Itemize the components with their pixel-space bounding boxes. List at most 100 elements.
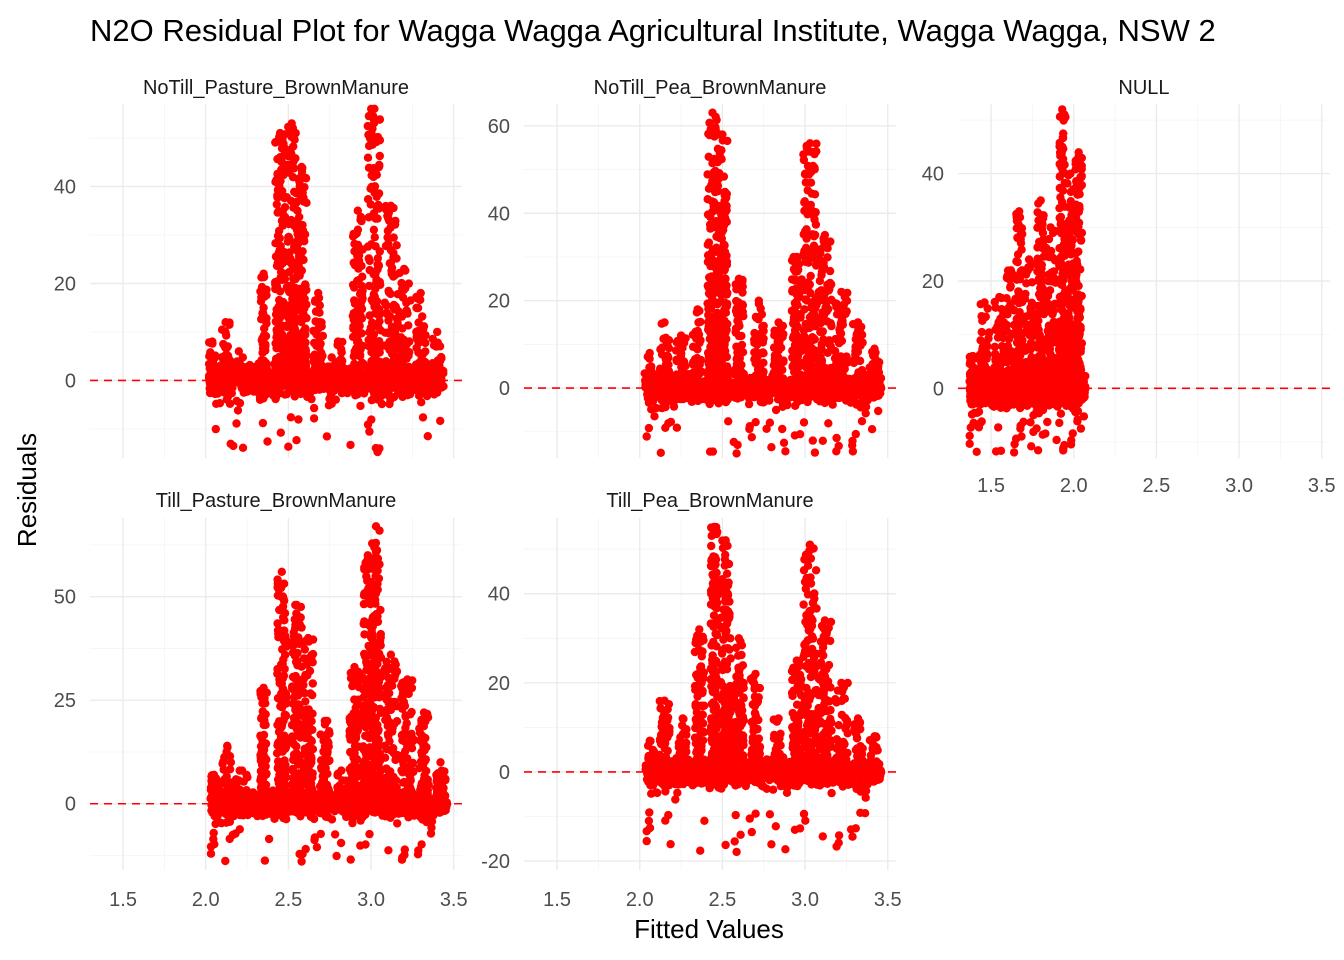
data-point [206, 376, 215, 385]
data-point [263, 437, 272, 446]
data-point [703, 170, 712, 179]
data-point [380, 298, 389, 307]
data-point [276, 428, 285, 437]
data-point [233, 406, 243, 415]
data-point [261, 373, 270, 382]
data-point [857, 417, 867, 426]
data-point [370, 233, 379, 242]
data-point [293, 206, 302, 215]
y-tick-label: 20 [922, 271, 944, 293]
data-point [433, 338, 442, 347]
data-point [721, 346, 730, 356]
data-point [806, 178, 816, 187]
data-point [732, 342, 741, 351]
data-point [261, 331, 271, 341]
data-point [819, 335, 828, 344]
data-point [694, 330, 704, 339]
data-point [778, 424, 787, 434]
data-point [357, 290, 367, 299]
data-point [994, 423, 1003, 432]
data-point [292, 353, 301, 362]
data-point [299, 289, 308, 298]
data-point [395, 340, 405, 350]
data-point [273, 328, 282, 338]
data-point [374, 162, 384, 172]
data-point [284, 343, 294, 353]
data-point [779, 357, 788, 367]
data-point [354, 275, 363, 285]
data-point [322, 432, 332, 441]
data-point [739, 383, 748, 392]
data-point [718, 130, 727, 139]
facet-strip-label: NoTill_Pasture_BrownManure [143, 77, 409, 99]
data-point [317, 348, 326, 357]
data-point [310, 351, 319, 360]
data-point [384, 339, 393, 348]
data-point [642, 432, 651, 441]
data-point [818, 327, 827, 336]
data-point [298, 363, 308, 372]
data-point [810, 190, 820, 199]
data-point [716, 154, 725, 163]
data-point [1009, 448, 1019, 457]
data-point [235, 398, 245, 408]
data-point [309, 414, 319, 423]
data-point [733, 394, 742, 403]
data-point [401, 284, 410, 293]
data-points [640, 108, 886, 458]
data-point [363, 420, 373, 429]
data-point [664, 360, 673, 369]
data-point [433, 327, 442, 337]
data-point [384, 239, 393, 249]
data-point [289, 163, 298, 172]
data-point [297, 254, 307, 263]
data-point [282, 193, 292, 202]
data-point [386, 201, 396, 210]
data-point [273, 193, 282, 202]
data-point [694, 318, 703, 327]
data-point [738, 301, 747, 310]
data-point [286, 413, 296, 422]
data-point [713, 186, 723, 196]
data-point [832, 310, 842, 319]
data-point [405, 337, 414, 346]
y-tick-label: 0 [499, 378, 510, 400]
data-point [831, 334, 840, 344]
data-point [293, 268, 302, 277]
data-point [284, 307, 293, 317]
data-point [754, 296, 763, 305]
data-point [713, 201, 722, 210]
data-point [370, 104, 379, 114]
data-point [803, 161, 813, 171]
data-point [738, 283, 747, 292]
x-tick-label: 2.5 [1142, 475, 1170, 497]
data-point [791, 401, 800, 410]
y-tick-label: 40 [488, 203, 510, 225]
data-point [285, 248, 294, 257]
y-tick-label: 0 [65, 370, 76, 392]
data-point [735, 310, 745, 320]
data-point [832, 433, 841, 443]
data-point [349, 258, 358, 267]
data-point [260, 290, 269, 299]
data-point [1052, 435, 1061, 445]
data-point [375, 151, 384, 161]
data-point [256, 366, 266, 375]
data-point [790, 342, 800, 351]
data-point [300, 349, 310, 358]
data-point [799, 332, 809, 341]
data-point [779, 438, 789, 447]
data-point [294, 232, 303, 241]
data-point [315, 308, 324, 317]
data-point [356, 401, 365, 411]
data-point [295, 177, 304, 186]
data-point [224, 366, 233, 376]
data-point [221, 318, 230, 327]
data-point [284, 268, 294, 277]
data-point [1056, 409, 1066, 418]
x-tick-label: 2.0 [1060, 475, 1088, 497]
data-point [283, 237, 293, 246]
data-point [708, 108, 717, 117]
data-point [209, 354, 219, 363]
